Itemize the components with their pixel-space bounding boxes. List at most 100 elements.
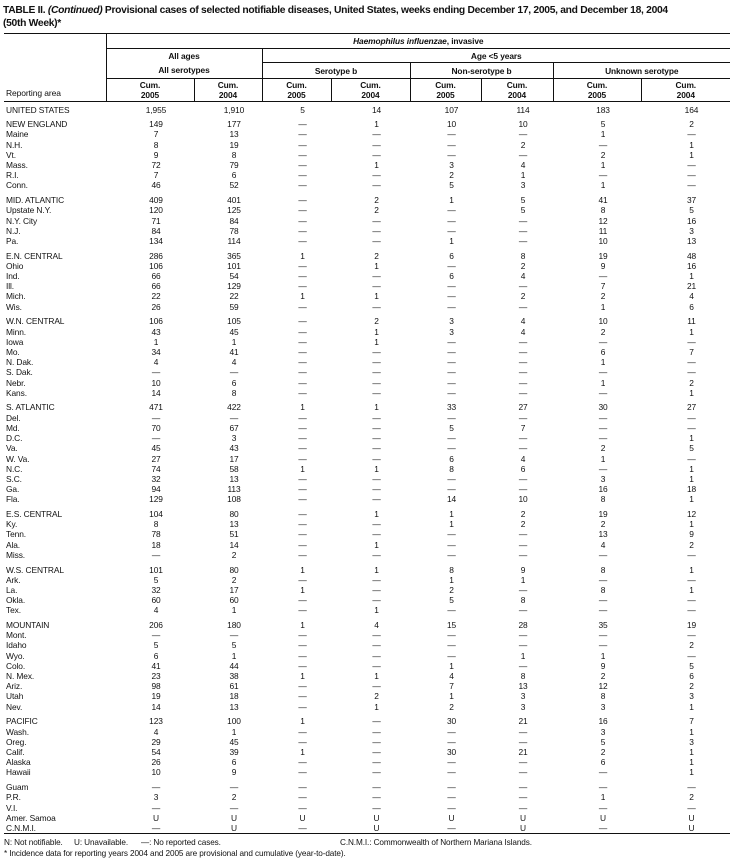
value-cell: U	[688, 822, 695, 833]
table-row: Maine 7 13 — — — — 1 —	[4, 129, 730, 139]
value-cell: —	[298, 767, 307, 778]
value-cell: —	[298, 346, 307, 357]
value-cell: —	[298, 225, 307, 236]
value-cell: 2	[600, 671, 606, 682]
table-row: Minn. 43 45 — 1 3 4 2 1	[4, 327, 730, 337]
area-cell: Nebr.	[6, 377, 26, 388]
area-cell: Amer. Samoa	[6, 812, 56, 823]
table-row: Ariz. 98 61 — — 7 13 12 2	[4, 681, 730, 691]
value-cell: 114	[227, 235, 241, 246]
table-row: Ga. 94 113 — — — — 16 18	[4, 484, 730, 494]
table-row: Va. 45 43 — — — — 2 5	[4, 443, 730, 453]
area-cell: Mo.	[6, 346, 20, 357]
value-cell: —	[298, 422, 307, 433]
table-row: N. Dak. 4 4 — — — — 1 —	[4, 357, 730, 367]
col-header-age-under5: Age <5 years	[261, 48, 731, 63]
value-cell: 84	[229, 215, 239, 226]
value-cell: —	[151, 782, 161, 793]
table-row: Tenn. 78 51 — — — — 13 9	[4, 529, 730, 539]
value-cell: —	[298, 691, 307, 702]
value-cell: 7	[600, 281, 606, 292]
value-cell: 8	[153, 139, 159, 150]
value-cell: 37	[686, 195, 697, 206]
col-header-cum-2005-6: Cum. 2005	[552, 78, 641, 102]
value-cell: 2	[689, 119, 694, 130]
value-cell: 30	[598, 402, 608, 413]
value-cell: 1	[689, 387, 694, 398]
value-cell: —	[518, 549, 528, 560]
value-cell: 1	[231, 726, 237, 737]
value-cell: 66	[151, 271, 161, 282]
value-cell: —	[518, 336, 528, 347]
area-cell: Conn.	[6, 180, 28, 191]
value-cell: 2	[520, 139, 526, 150]
area-cell: Vt.	[6, 149, 16, 160]
value-cell: 22	[151, 291, 161, 302]
table-title-prefix: TABLE II.	[3, 5, 46, 16]
area-cell: W.N. CENTRAL	[6, 316, 65, 327]
value-cell: 180	[227, 620, 241, 631]
area-cell: C.N.M.I.	[6, 822, 36, 833]
value-cell: 8	[520, 595, 526, 606]
value-cell: 4	[231, 357, 237, 368]
table-row: Fla. 129 108— —14 10 8 1	[4, 494, 730, 504]
value-cell: —	[298, 336, 307, 347]
value-cell: —	[687, 595, 696, 606]
value-cell: —	[298, 539, 307, 550]
table-row: Okla. 60 60 — — 5 8 — —	[4, 595, 730, 605]
value-cell: 5	[520, 205, 526, 216]
value-cell: 29	[151, 736, 161, 747]
value-cell: 1	[374, 119, 379, 130]
area-cell: Wash.	[6, 726, 29, 737]
value-cell: 1	[449, 660, 454, 671]
value-cell: —	[372, 757, 381, 768]
value-cell: 7	[689, 346, 694, 357]
table-row: N.Y. City 71 84 — — — — 12 16	[4, 216, 730, 226]
value-cell: —	[598, 630, 608, 641]
value-cell: —	[298, 387, 307, 398]
value-cell: 1	[689, 746, 694, 757]
value-cell: 1	[374, 605, 379, 616]
value-cell: —	[518, 215, 528, 226]
value-cell: —	[229, 802, 239, 813]
value-cell: 11	[687, 316, 696, 327]
value-cell: 2	[600, 746, 606, 757]
value-cell: —	[447, 443, 456, 454]
col-header-cum-2004-1: Cum. 2004	[193, 78, 262, 102]
value-cell: —	[372, 422, 381, 433]
area-cell: W.S. CENTRAL	[6, 564, 64, 575]
value-cell: 8	[231, 149, 237, 160]
value-cell: 98	[151, 681, 161, 692]
table-row: Idaho 5 5 — — — — — 2	[4, 640, 730, 650]
value-cell: —	[447, 291, 456, 302]
value-cell: 1	[374, 336, 379, 347]
value-cell: 27	[151, 453, 161, 464]
value-cell: —	[518, 149, 528, 160]
value-cell: 4	[689, 291, 694, 302]
value-cell: U	[600, 812, 606, 823]
value-cell: —	[518, 443, 528, 454]
area-cell: N.J.	[6, 225, 21, 236]
value-cell: —	[687, 549, 696, 560]
value-cell: 66	[151, 281, 161, 292]
value-cell: 9	[600, 660, 606, 671]
value-cell: —	[598, 139, 608, 150]
table-row: UNITED STATES 1,955 1,910 5 14 107 114 183 164	[4, 102, 730, 115]
value-cell: 1	[689, 757, 694, 768]
value-cell: 16	[598, 484, 608, 495]
value-cell: 14	[229, 539, 239, 550]
value-cell: 1	[374, 326, 379, 337]
value-cell: 79	[229, 160, 239, 171]
value-cell: 33	[446, 402, 457, 413]
value-cell: 8	[520, 671, 526, 682]
value-cell: U	[448, 812, 455, 823]
value-cell: —	[298, 605, 307, 616]
col-header-serotype-b: Serotype b	[261, 62, 410, 79]
value-cell: 1	[231, 650, 237, 661]
legend-not-notifiable: N: Not notifiable.	[4, 838, 63, 848]
value-cell: 2	[374, 316, 379, 327]
value-cell: —	[372, 170, 381, 181]
value-cell: 1,955	[145, 104, 167, 115]
value-cell: —	[151, 822, 161, 833]
value-cell: —	[372, 377, 381, 388]
